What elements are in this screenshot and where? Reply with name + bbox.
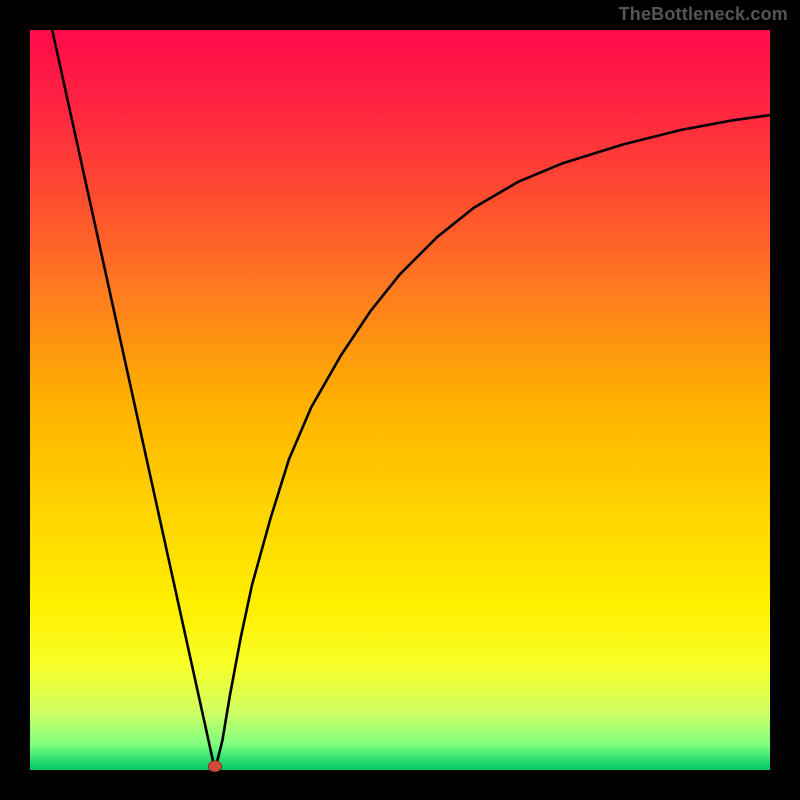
curve-layer [30,30,770,770]
minimum-marker [208,761,221,772]
page-root: TheBottleneck.com [0,0,800,800]
plot-area [30,30,770,770]
watermark-label: TheBottleneck.com [619,4,788,25]
bottleneck-curve [52,30,770,770]
